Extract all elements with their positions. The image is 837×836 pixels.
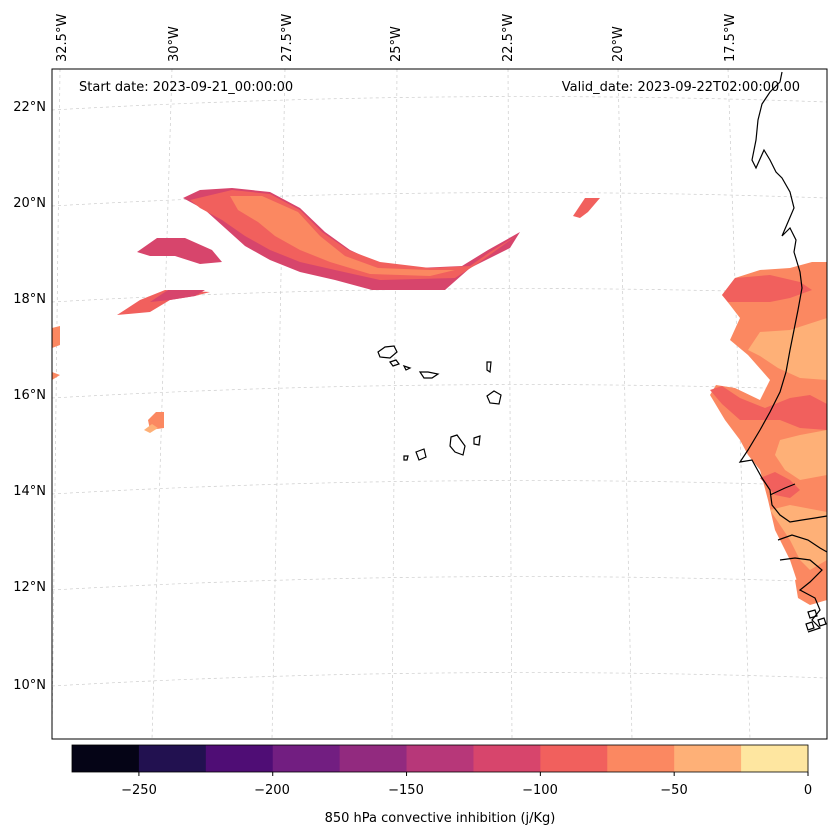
cin-region-coast-red-2 (710, 386, 827, 430)
colorbar-segment (473, 745, 541, 772)
colorbar-segment (272, 745, 341, 772)
colorbar-segment (674, 745, 742, 772)
island-boa-vista (486, 390, 502, 405)
lon-label: 17.5°W (723, 14, 738, 62)
cin-region-cell-5 (144, 424, 158, 433)
latitude-labels: 22°N 20°N 18°N 16°N 14°N 12°N 10°N (13, 100, 46, 693)
cin-region-blob-1 (137, 238, 222, 264)
colorbar (71, 744, 809, 776)
island-brava (403, 455, 409, 461)
cin-region-cell-1 (573, 198, 600, 218)
lon-label: 32.5°W (55, 14, 70, 62)
colorbar-segment (607, 745, 675, 772)
island-bijagos (805, 609, 827, 631)
map-area (52, 69, 827, 739)
island-sao-nicolau (418, 371, 440, 379)
cin-region-coast-red-3 (760, 472, 800, 498)
map-frame (51, 68, 828, 740)
colorbar-tick-label: −200 (254, 783, 290, 798)
colorbar-segment (72, 745, 140, 772)
colorbar-tick-label: −250 (121, 783, 157, 798)
cin-region-coast-tip (795, 575, 827, 605)
coastlines (377, 71, 828, 633)
cin-region-coast-red (722, 275, 812, 302)
island-sao-vicente (389, 359, 400, 367)
island-fogo (415, 448, 427, 461)
colorbar-segment (138, 745, 207, 772)
lon-label: 22.5°W (501, 14, 516, 62)
island-santo-antao (377, 345, 398, 359)
cin-region-arc-inner (230, 196, 455, 276)
colorbar-segment (540, 745, 608, 772)
lat-label: 14°N (13, 484, 46, 499)
cin-region-cell-2 (52, 326, 60, 348)
cin-region-coast-light (748, 318, 827, 380)
longitude-labels: 32.5°W 30°W 27.5°W 25°W 22.5°W 20°W 17.5… (55, 14, 738, 62)
colorbar-tick-label: −150 (388, 783, 424, 798)
colorbar-tick-label: −100 (522, 783, 558, 798)
lat-label: 16°N (13, 388, 46, 403)
island-santa-luzia (402, 364, 412, 371)
colorbar-segment (339, 745, 408, 772)
lat-label: 22°N (13, 100, 46, 115)
island-santiago (449, 434, 466, 456)
cin-region-coast-light-2 (775, 430, 827, 480)
colorbar-segment (406, 745, 474, 772)
lat-label: 12°N (13, 580, 46, 595)
lat-label: 10°N (13, 678, 46, 693)
island-maio (473, 435, 481, 446)
lat-label: 18°N (13, 292, 46, 307)
colorbar-ticks: −250 −200 −150 −100 −50 0 (121, 783, 812, 798)
start-date-label: Start date: 2023-09-21_00:00:00 (79, 80, 293, 95)
africa-coastline (738, 71, 828, 633)
colorbar-tick-label: 0 (804, 783, 812, 798)
cin-region-blob-2b (150, 290, 205, 302)
lon-label: 27.5°W (280, 14, 295, 62)
colorbar-tick-label: −50 (660, 783, 687, 798)
valid-date-label: Valid_date: 2023-09-22T02:00:00.00 (562, 80, 800, 95)
island-sal (486, 361, 492, 374)
lon-label: 25°W (389, 26, 404, 62)
lat-label: 20°N (13, 196, 46, 211)
cin-region-cell-3 (52, 372, 60, 380)
lon-label: 20°W (611, 26, 626, 62)
colorbar-label: 850 hPa convective inhibition (j/Kg) (325, 811, 556, 826)
colorbar-segment (741, 745, 809, 772)
colorbar-segment (205, 745, 274, 772)
lon-label: 30°W (167, 26, 182, 62)
colorbar-border (71, 744, 809, 773)
